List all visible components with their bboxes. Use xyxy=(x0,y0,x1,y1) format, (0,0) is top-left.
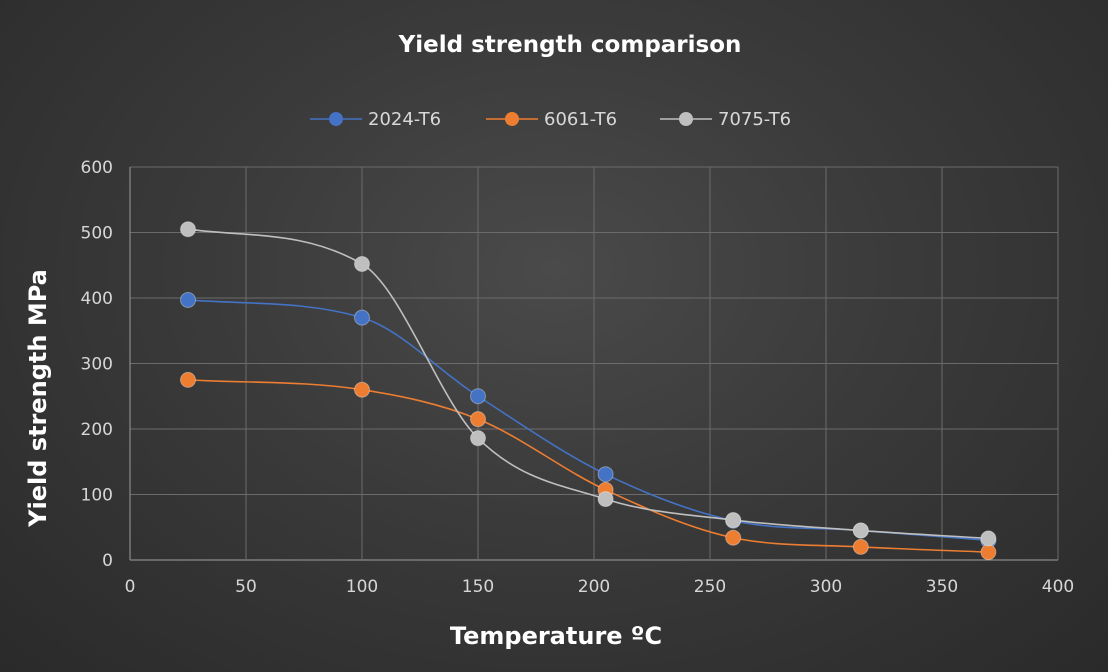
grid xyxy=(129,166,1059,561)
series-6061-T6 xyxy=(180,371,997,561)
data-point xyxy=(354,381,370,398)
y-tick-label: 300 xyxy=(81,355,113,375)
series-2024-T6 xyxy=(180,291,997,549)
x-axis-label: Temperature ºC xyxy=(450,622,662,650)
y-tick-label: 400 xyxy=(81,289,113,309)
data-point xyxy=(597,466,614,483)
x-tick-label: 0 xyxy=(125,577,136,597)
x-tick-label: 400 xyxy=(1042,577,1074,597)
data-point xyxy=(980,530,997,547)
x-tick-label: 50 xyxy=(235,577,257,597)
series-7075-T6 xyxy=(180,221,997,547)
x-tick-label: 200 xyxy=(578,577,610,597)
y-tick-label: 600 xyxy=(81,158,113,178)
data-point xyxy=(470,388,486,405)
x-tick-label: 350 xyxy=(926,577,958,597)
data-point xyxy=(725,512,742,529)
legend-swatch-marker xyxy=(505,112,519,126)
legend-label: 6061-T6 xyxy=(544,109,617,130)
data-point xyxy=(470,430,486,447)
data-point xyxy=(725,529,742,546)
legend-item: 7075-T6 xyxy=(660,109,791,130)
x-tick-label: 150 xyxy=(462,577,494,597)
series-group xyxy=(180,221,997,561)
chart-title: Yield strength comparison xyxy=(398,32,742,58)
y-axis-ticks: 0 100 200 300 400 500 600 xyxy=(81,158,113,571)
data-point xyxy=(354,255,370,272)
data-point xyxy=(180,371,196,388)
series-line xyxy=(187,299,989,542)
y-tick-label: 500 xyxy=(81,224,113,244)
data-point xyxy=(597,491,614,508)
data-point xyxy=(180,291,196,308)
legend-swatch-marker xyxy=(329,112,343,126)
x-axis-ticks: 0 50 100 150 200 250 300 350 400 xyxy=(125,577,1075,597)
data-point xyxy=(980,544,997,561)
y-axis-label: Yield strength MPa xyxy=(24,269,52,528)
y-tick-label: 100 xyxy=(81,486,113,506)
x-tick-label: 250 xyxy=(694,577,726,597)
data-point xyxy=(852,538,869,555)
data-point xyxy=(852,522,869,539)
x-tick-label: 300 xyxy=(810,577,842,597)
y-tick-label: 0 xyxy=(102,551,113,571)
y-tick-label: 200 xyxy=(81,420,113,440)
legend-item: 6061-T6 xyxy=(486,109,617,130)
legend-swatch-marker xyxy=(679,112,693,126)
data-point xyxy=(180,221,196,238)
data-point xyxy=(354,309,370,326)
legend-label: 2024-T6 xyxy=(368,109,441,130)
legend-item: 2024-T6 xyxy=(310,109,441,130)
data-point xyxy=(470,411,486,428)
legend: 2024-T6 6061-T6 7075-T6 xyxy=(310,109,791,130)
legend-label: 7075-T6 xyxy=(718,109,791,130)
x-tick-label: 100 xyxy=(346,577,378,597)
